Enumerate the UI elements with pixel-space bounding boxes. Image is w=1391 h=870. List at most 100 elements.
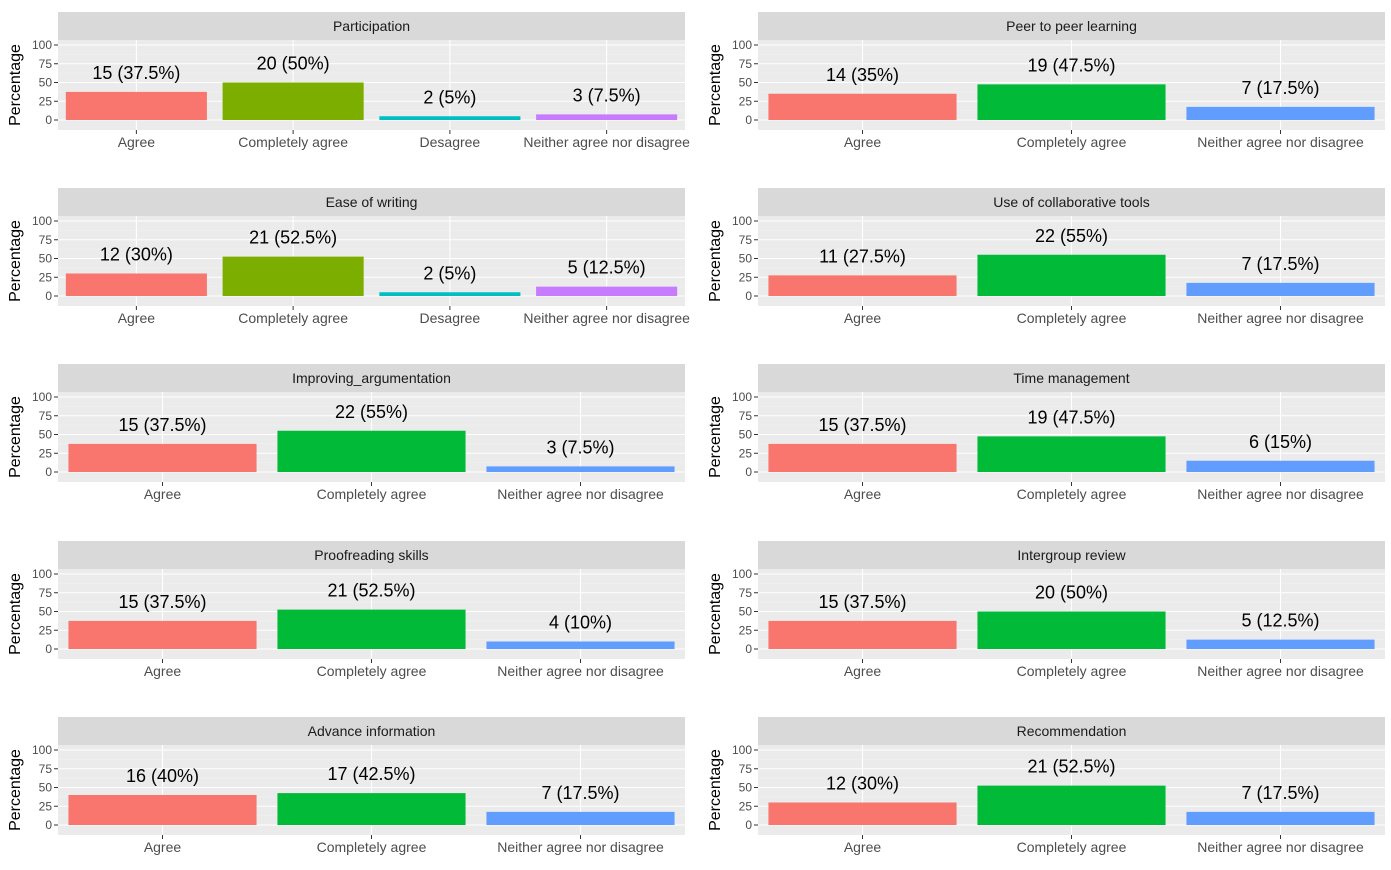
bar <box>68 620 257 649</box>
y-axis-title: Percentage <box>707 44 724 126</box>
bar-value-label: 15 (37.5%) <box>118 415 206 435</box>
y-tick-label: 0 <box>745 818 752 832</box>
y-tick-label: 50 <box>39 605 53 619</box>
x-category-label: Completely agree <box>1017 663 1127 679</box>
x-category-label: Agree <box>844 134 882 150</box>
bar <box>536 286 678 296</box>
x-category-label: Desagree <box>420 134 481 150</box>
y-axis-title: Percentage <box>707 220 724 302</box>
bar-value-label: 4 (10%) <box>549 613 612 633</box>
x-category-label: Completely agree <box>317 486 427 502</box>
bar-value-label: 17 (42.5%) <box>327 764 415 784</box>
y-tick-label: 100 <box>32 567 52 581</box>
facet-title: Participation <box>333 18 410 34</box>
facet-title: Advance information <box>308 723 436 739</box>
bar <box>977 84 1166 120</box>
bar <box>536 114 678 120</box>
x-category-label: Neither agree nor disagree <box>497 486 664 502</box>
x-category-label: Neither agree nor disagree <box>523 134 690 150</box>
y-tick-label: 50 <box>39 76 53 90</box>
bar-value-label: 3 (7.5%) <box>573 85 641 105</box>
y-tick-label: 25 <box>739 623 753 637</box>
y-tick-label: 100 <box>32 38 52 52</box>
facet-panel-9: Advance information 0 25 50 75 100 16 (40%) Agr… <box>7 717 685 855</box>
x-category-label: Agree <box>844 839 882 855</box>
y-tick-label: 50 <box>739 252 753 266</box>
y-tick-label: 0 <box>45 113 52 127</box>
y-tick-label: 100 <box>732 214 752 228</box>
facet-panel-5: Improving_argumentation 0 25 50 75 100 15 (37.… <box>7 364 685 502</box>
x-category-label: Completely agree <box>1017 310 1127 326</box>
facet-strip <box>758 188 1385 216</box>
bar-value-label: 5 (12.5%) <box>1241 611 1319 631</box>
y-tick-label: 0 <box>45 465 52 479</box>
x-category-label: Completely agree <box>317 839 427 855</box>
y-tick-label: 0 <box>745 289 752 303</box>
x-category-label: Completely agree <box>1017 486 1127 502</box>
x-category-label: Neither agree nor disagree <box>497 663 664 679</box>
y-tick-label: 75 <box>739 409 753 423</box>
facet-panel-2: Peer to peer learning 0 25 50 75 100 14 (35%) A… <box>707 12 1385 150</box>
y-tick-label: 25 <box>739 446 753 460</box>
bar-value-label: 7 (17.5%) <box>541 783 619 803</box>
bar-value-label: 20 (50%) <box>1035 583 1108 603</box>
bar <box>1186 639 1375 649</box>
bar-value-label: 6 (15%) <box>1249 432 1312 452</box>
y-tick-label: 0 <box>745 642 752 656</box>
y-tick-label: 100 <box>732 390 752 404</box>
y-tick-label: 75 <box>739 762 753 776</box>
bar <box>65 273 207 296</box>
facet-title: Recommendation <box>1017 723 1127 739</box>
x-category-label: Completely agree <box>238 310 348 326</box>
bar <box>379 116 521 120</box>
bar <box>486 641 675 649</box>
y-tick-label: 25 <box>739 94 753 108</box>
y-tick-label: 50 <box>739 76 753 90</box>
bar-value-label: 3 (7.5%) <box>546 437 614 457</box>
y-axis-title: Percentage <box>707 573 724 655</box>
facet-strip <box>758 541 1385 569</box>
bar-value-label: 7 (17.5%) <box>1241 78 1319 98</box>
y-axis-title: Percentage <box>707 749 724 831</box>
x-category-label: Completely agree <box>1017 839 1127 855</box>
bar-value-label: 15 (37.5%) <box>92 63 180 83</box>
bar-value-label: 21 (52.5%) <box>327 581 415 601</box>
bar-value-label: 5 (12.5%) <box>568 258 646 278</box>
x-category-label: Neither agree nor disagree <box>1197 310 1364 326</box>
x-category-label: Completely agree <box>1017 134 1127 150</box>
facet-panel-8: Intergroup review 0 25 50 75 100 15 (37.5%) Agr… <box>707 541 1385 679</box>
bar <box>486 811 675 825</box>
y-tick-label: 100 <box>32 390 52 404</box>
bar <box>277 430 466 472</box>
bar <box>1186 811 1375 825</box>
bar <box>65 91 207 120</box>
facet-panel-3: Ease of writing 0 25 50 75 100 12 (30%) Agree 21… <box>7 188 690 326</box>
y-tick-label: 0 <box>745 113 752 127</box>
bar <box>768 620 957 649</box>
bar <box>486 466 675 472</box>
x-category-label: Agree <box>844 663 882 679</box>
x-category-label: Agree <box>144 839 182 855</box>
bar-value-label: 2 (5%) <box>423 87 476 107</box>
x-category-label: Agree <box>144 663 182 679</box>
facet-title: Use of collaborative tools <box>993 194 1149 210</box>
y-tick-label: 25 <box>39 270 53 284</box>
y-axis-title: Percentage <box>7 44 24 126</box>
facet-strip <box>58 12 685 40</box>
bar-value-label: 11 (27.5%) <box>819 246 906 266</box>
bar-value-label: 12 (30%) <box>100 245 173 265</box>
facet-panel-7: Proofreading skills 0 25 50 75 100 15 (37.5%) A… <box>7 541 685 679</box>
y-tick-label: 50 <box>39 781 53 795</box>
bar <box>768 443 957 472</box>
bar-value-label: 22 (55%) <box>1035 226 1108 246</box>
x-category-label: Neither agree nor disagree <box>497 839 664 855</box>
y-tick-label: 0 <box>745 465 752 479</box>
y-tick-label: 0 <box>45 818 52 832</box>
x-category-label: Neither agree nor disagree <box>1197 663 1364 679</box>
y-axis-title: Percentage <box>7 749 24 831</box>
facet-title: Time management <box>1013 370 1129 386</box>
y-tick-label: 75 <box>39 762 53 776</box>
bar <box>768 275 957 296</box>
x-category-label: Neither agree nor disagree <box>523 310 690 326</box>
facet-title: Ease of writing <box>326 194 418 210</box>
